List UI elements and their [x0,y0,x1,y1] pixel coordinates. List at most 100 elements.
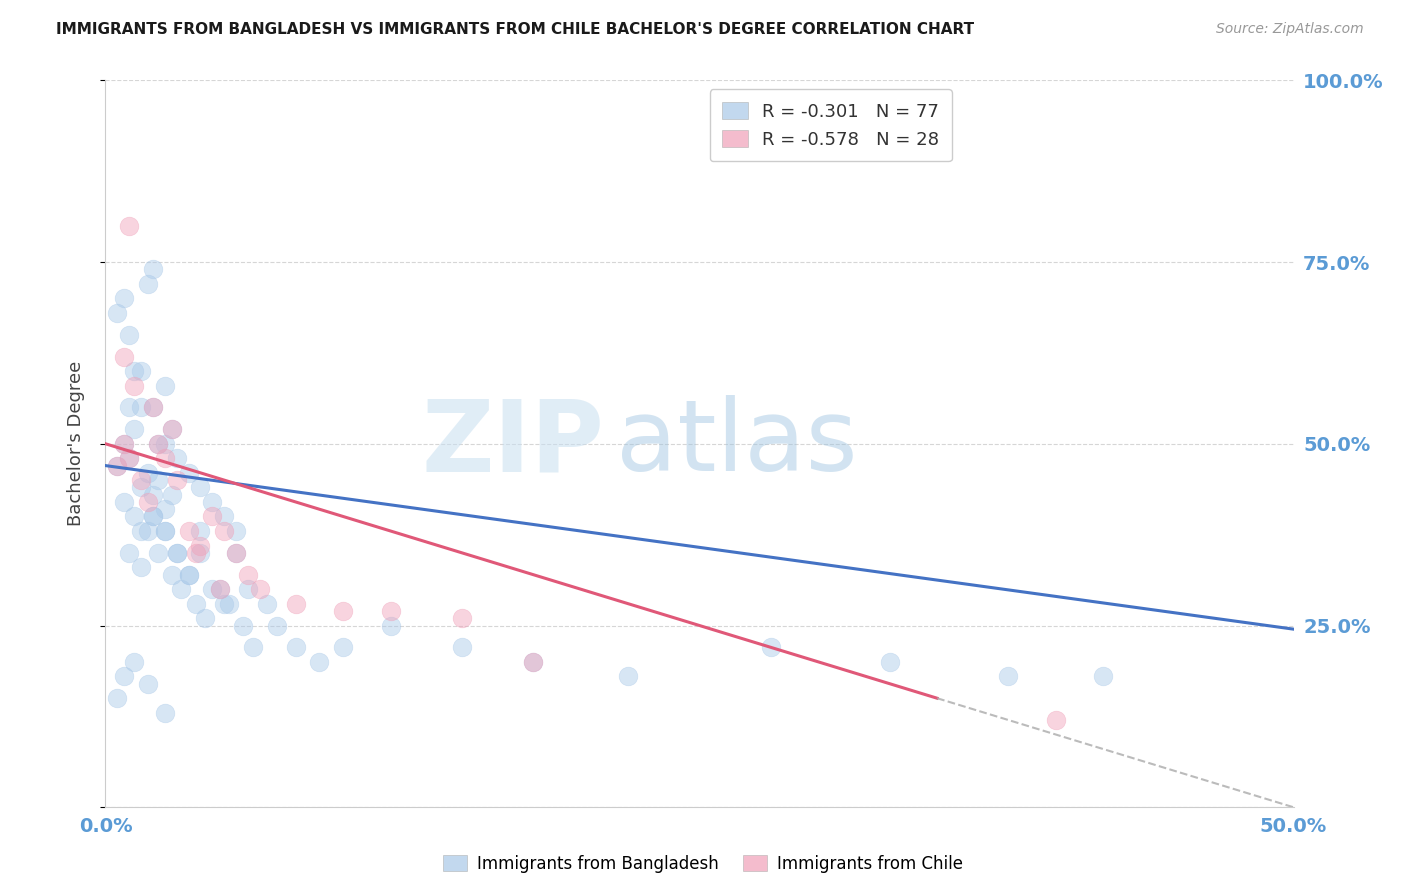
Point [118,546,141,560]
Point [153,502,176,516]
Point [284,597,307,611]
Point [522,655,544,669]
Point [146,546,169,560]
Point [160,488,183,502]
Point [1045,713,1067,727]
Point [129,480,152,494]
Point [214,524,236,538]
Point [118,401,141,415]
Point [118,327,141,342]
Point [114,669,136,683]
Point [166,451,188,466]
Point [122,509,145,524]
Point [380,604,402,618]
Point [114,495,136,509]
Point [118,219,141,233]
Legend: R = -0.301   N = 77, R = -0.578   N = 28: R = -0.301 N = 77, R = -0.578 N = 28 [710,89,952,161]
Point [166,473,188,487]
Point [380,618,402,632]
Point [214,509,236,524]
Point [153,524,176,538]
Point [129,560,152,574]
Point [997,669,1019,683]
Point [166,546,188,560]
Point [190,546,212,560]
Point [160,422,183,436]
Point [136,676,159,690]
Point [136,277,159,291]
Point [266,618,288,632]
Text: IMMIGRANTS FROM BANGLADESH VS IMMIGRANTS FROM CHILE BACHELOR'S DEGREE CORRELATIO: IMMIGRANTS FROM BANGLADESH VS IMMIGRANTS… [56,22,974,37]
Point [142,509,165,524]
Point [105,306,128,320]
Point [332,604,354,618]
Point [153,378,176,392]
Point [153,437,176,451]
Point [177,466,200,480]
Point [105,458,128,473]
Point [129,401,152,415]
Point [170,582,193,597]
Point [142,488,165,502]
Point [153,524,176,538]
Point [190,539,212,553]
Point [166,546,188,560]
Point [759,640,782,655]
Point [105,458,128,473]
Point [617,669,640,683]
Point [114,350,136,364]
Point [177,567,200,582]
Text: atlas: atlas [616,395,858,492]
Point [184,597,207,611]
Point [332,640,354,655]
Point [136,466,159,480]
Point [225,546,247,560]
Point [218,597,240,611]
Point [208,582,231,597]
Point [118,451,141,466]
Point [153,451,176,466]
Point [142,509,165,524]
Point [142,401,165,415]
Point [308,655,330,669]
Point [142,262,165,277]
Point [242,640,264,655]
Point [122,422,145,436]
Point [129,364,152,378]
Point [122,378,145,392]
Point [114,437,136,451]
Point [142,401,165,415]
Point [129,473,152,487]
Point [136,495,159,509]
Point [146,437,169,451]
Point [190,524,212,538]
Point [177,567,200,582]
Point [450,611,472,625]
Point [146,473,169,487]
Point [114,437,136,451]
Point [879,655,901,669]
Point [522,655,544,669]
Point [160,422,183,436]
Point [153,706,176,720]
Point [118,451,141,466]
Point [236,582,259,597]
Point [225,524,247,538]
Point [201,495,224,509]
Point [194,611,217,625]
Point [105,691,128,706]
Point [450,640,472,655]
Y-axis label: Bachelor's Degree: Bachelor's Degree [66,361,84,526]
Point [208,582,231,597]
Point [1092,669,1115,683]
Text: ZIP: ZIP [422,395,605,492]
Point [122,364,145,378]
Point [201,582,224,597]
Point [160,567,183,582]
Point [256,597,278,611]
Point [236,567,259,582]
Point [146,437,169,451]
Point [177,524,200,538]
Point [201,509,224,524]
Legend: Immigrants from Bangladesh, Immigrants from Chile: Immigrants from Bangladesh, Immigrants f… [437,848,969,880]
